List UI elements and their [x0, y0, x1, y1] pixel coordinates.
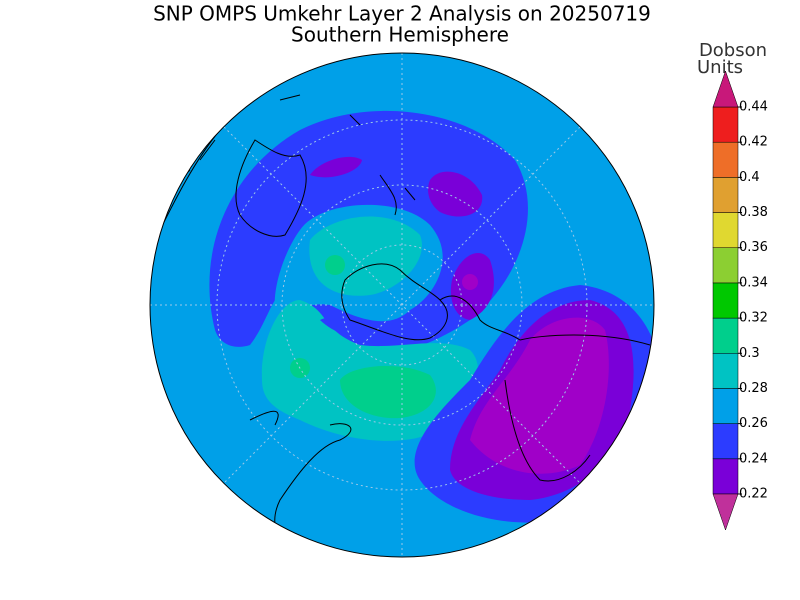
colorbar-band: [712, 388, 739, 424]
colorbar-tick-label: 0.34: [739, 275, 768, 290]
colorbar-tick-label: 0.26: [739, 416, 768, 431]
map-border: [149, 52, 655, 558]
colorbar: 0.22 0.24 0.26 0.28 0.3 0.32 0.34 0.36 0.38 0.4 0.…: [712, 70, 768, 531]
colorbar-tick-label: 0.28: [739, 381, 768, 396]
colorbar-band: [712, 317, 739, 354]
colorbar-tick-label: 0.32: [739, 311, 768, 326]
colorbar-band: [712, 282, 739, 319]
colorbar-over: [712, 70, 739, 108]
colorbar-tick-label: 0.42: [739, 135, 768, 150]
colorbar-under: [712, 493, 739, 531]
subtitle: Southern Hemisphere: [291, 23, 509, 47]
graticule: [150, 53, 654, 557]
colorbar-tick-label: 0.3: [739, 346, 760, 361]
colorbar-tick-label: 0.36: [739, 240, 768, 255]
colorbar-band: [712, 353, 739, 389]
colorbar-label: Units: [697, 57, 743, 78]
colorbar-band: [712, 423, 739, 460]
colorbar-band: [712, 141, 739, 178]
map: [150, 53, 654, 557]
colorbar-band: [712, 177, 739, 213]
colorbar-tick-label: 0.44: [739, 100, 768, 115]
colorbar-band: [712, 106, 739, 143]
colorbar-label: Dobson: [699, 40, 767, 61]
title: SNP OMPS Umkehr Layer 2 Analysis on 2025…: [153, 2, 651, 26]
colorbar-band: [712, 212, 739, 248]
colorbar-tick-label: 0.38: [739, 205, 768, 220]
colorbar-tick-label: 0.24: [739, 451, 768, 466]
colorbar-band: [712, 458, 739, 495]
colorbar-band: [712, 247, 739, 284]
colorbar-tick-label: 0.4: [739, 170, 760, 185]
colorbar-tick-label: 0.22: [739, 487, 768, 502]
